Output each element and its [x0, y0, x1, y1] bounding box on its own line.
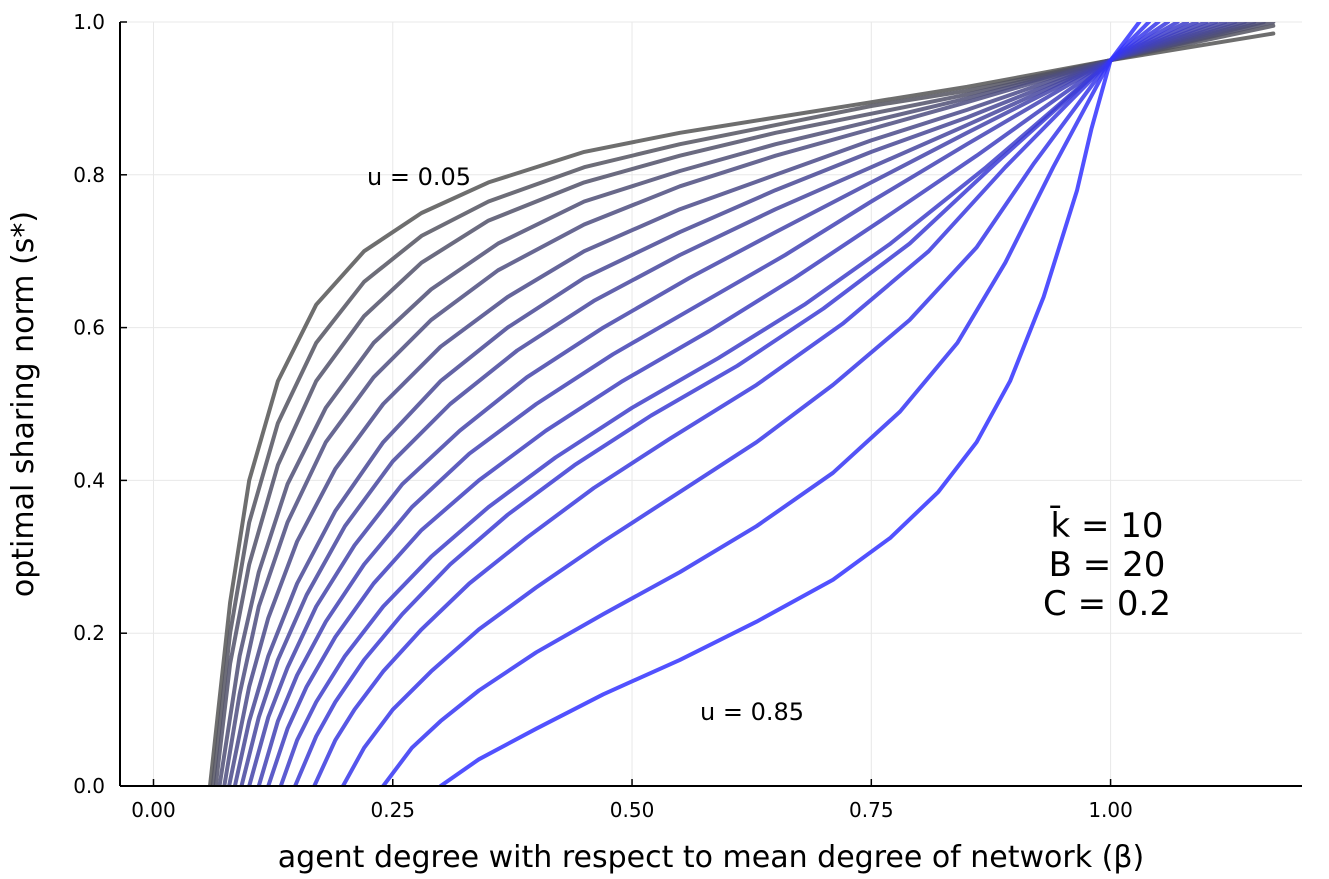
series-line-u-0.65 [293, 22, 1180, 786]
series-line-u-0.70 [312, 22, 1170, 786]
x-axis-title: agent degree with respect to mean degree… [278, 840, 1144, 875]
annotation-u-low: u = 0.05 [367, 163, 471, 191]
series-line-u-0.35 [232, 22, 1237, 786]
x-tick-label: 0.00 [131, 798, 176, 822]
x-tick-label: 0.50 [610, 798, 655, 822]
y-tick-label: 0.6 [73, 316, 105, 340]
series-line-u-0.80 [381, 22, 1151, 786]
series-line-u-0.15 [213, 22, 1276, 786]
axes [119, 21, 1302, 787]
param-kbar: k̄ = 10 [1050, 505, 1164, 546]
x-tick-label: 0.25 [371, 798, 416, 822]
series-line-u-0.10 [210, 23, 1276, 786]
series-line-u-0.25 [222, 22, 1257, 786]
y-tick-label: 0.0 [73, 774, 105, 798]
annotation-u-high: u = 0.85 [700, 698, 804, 726]
y-tick-label: 1.0 [73, 10, 105, 34]
series-line-u-0.45 [247, 22, 1218, 786]
series-line-u-0.40 [239, 22, 1228, 786]
series-line-u-0.55 [266, 22, 1199, 786]
param-c: C = 0.2 [1043, 584, 1171, 624]
series-line-u-0.75 [341, 22, 1161, 786]
tick-labels: 0.00 0.25 0.50 0.75 1.00 0.0 0.2 0.4 0.6 0.8 1.0 [73, 10, 1133, 822]
series-line-u-0.05 [208, 31, 1276, 786]
x-tick-label: 1.00 [1088, 798, 1133, 822]
y-tick-label: 0.8 [73, 163, 105, 187]
series-line-u-0.50 [256, 22, 1209, 786]
param-b: B = 20 [1049, 545, 1166, 585]
x-tick-label: 0.75 [849, 798, 894, 822]
y-tick-label: 0.2 [73, 621, 105, 645]
series-line-u-0.60 [278, 22, 1190, 786]
series-line-u-0.20 [217, 22, 1266, 786]
series-group [208, 22, 1276, 786]
series-line-u-0.30 [227, 22, 1247, 786]
y-tick-label: 0.4 [73, 468, 105, 492]
series-line-u-0.85 [438, 22, 1142, 786]
y-axis-title: optimal sharing norm (s*) [6, 211, 41, 597]
